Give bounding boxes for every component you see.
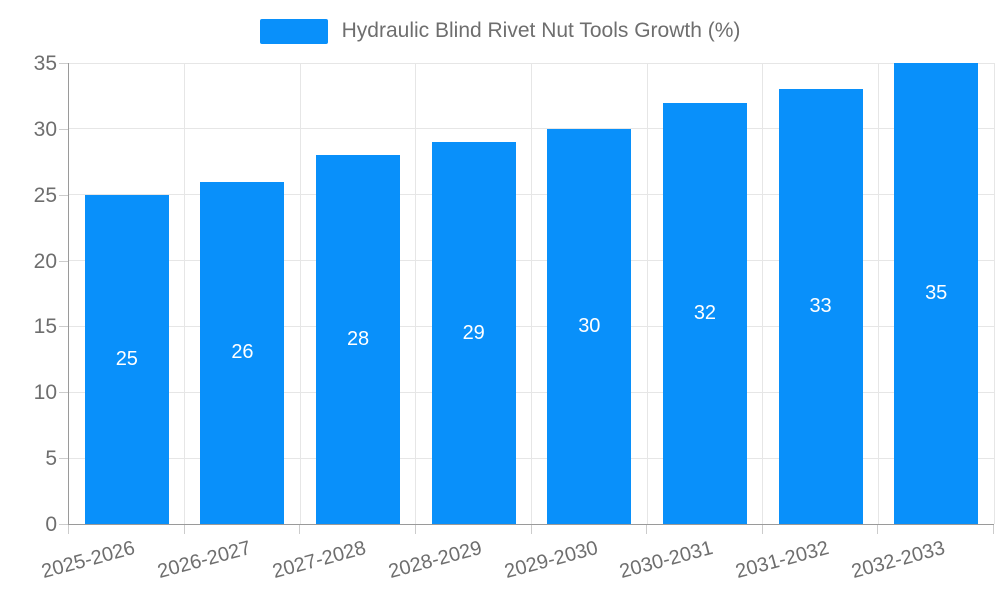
- x-axis-tick: [414, 525, 416, 534]
- x-axis-label: 2032-2033: [848, 537, 947, 584]
- x-axis-label: 2027-2028: [270, 537, 369, 584]
- bar-value-label: 28: [346, 328, 370, 351]
- gridline-v: [646, 63, 648, 524]
- y-axis-label: 30: [33, 117, 57, 141]
- bar[interactable]: 28: [316, 155, 401, 524]
- x-axis-tick: [877, 525, 879, 534]
- gridline-v: [184, 63, 186, 524]
- bar-value-label: 25: [115, 347, 138, 370]
- y-axis-label: 20: [33, 249, 57, 273]
- x-axis-tick: [183, 525, 185, 534]
- y-axis-label: 25: [33, 183, 57, 207]
- y-axis-tick: [59, 458, 68, 460]
- x-axis-tick: [299, 525, 301, 534]
- y-axis-tick: [59, 63, 68, 64]
- x-axis-label: 2031-2032: [733, 537, 832, 584]
- plot-area: 25 26 28 29 30 32 33 35: [68, 62, 995, 525]
- x-axis-tick: [993, 525, 994, 534]
- y-axis-tick: [59, 326, 68, 328]
- bar[interactable]: 33: [778, 89, 863, 524]
- gridline-v: [762, 63, 764, 524]
- legend-swatch: [259, 18, 328, 44]
- x-axis-tick: [761, 525, 763, 534]
- x-axis-tick: [68, 525, 69, 534]
- bar-value-label: 29: [462, 321, 485, 344]
- bar[interactable]: 30: [547, 128, 632, 524]
- bar[interactable]: 32: [662, 102, 747, 524]
- gridline-v: [993, 63, 995, 524]
- bar-value-label: 33: [809, 295, 832, 318]
- gridline-v: [415, 63, 417, 524]
- bar-value-label: 35: [925, 282, 948, 304]
- x-axis-label: 2028-2029: [386, 537, 485, 584]
- y-axis-tick: [59, 260, 68, 262]
- bar[interactable]: 25: [84, 194, 169, 524]
- y-axis-label: 35: [33, 52, 57, 75]
- bar-value-label: 30: [578, 314, 601, 337]
- y-axis-tick: [59, 524, 68, 525]
- gridline-v: [531, 63, 532, 524]
- x-axis-label: 2026-2027: [155, 537, 254, 584]
- gridline-v: [877, 63, 879, 524]
- y-axis-tick: [59, 194, 68, 196]
- y-axis-tick: [59, 392, 68, 394]
- bar[interactable]: 29: [431, 142, 516, 524]
- y-axis-label: 5: [45, 447, 57, 471]
- bar[interactable]: 26: [200, 181, 285, 524]
- bar-value-label: 32: [693, 301, 717, 324]
- legend-label: Hydraulic Blind Rivet Nut Tools Growth (…: [341, 19, 741, 42]
- bar-value-label: 26: [231, 341, 254, 364]
- x-axis-label: 2025-2026: [39, 537, 138, 584]
- y-axis-label: 15: [33, 315, 57, 339]
- gridline-v: [299, 63, 301, 524]
- y-axis-label: 0: [45, 513, 57, 536]
- x-axis-label: 2029-2030: [501, 537, 601, 584]
- y-axis-tick: [59, 128, 68, 130]
- x-axis-label: 2030-2031: [617, 537, 716, 584]
- legend[interactable]: Hydraulic Blind Rivet Nut Tools Growth (…: [0, 16, 1000, 46]
- x-axis-tick: [646, 525, 648, 534]
- x-axis-tick: [530, 525, 532, 534]
- y-axis-label: 10: [33, 381, 57, 405]
- bar[interactable]: 35: [894, 63, 979, 524]
